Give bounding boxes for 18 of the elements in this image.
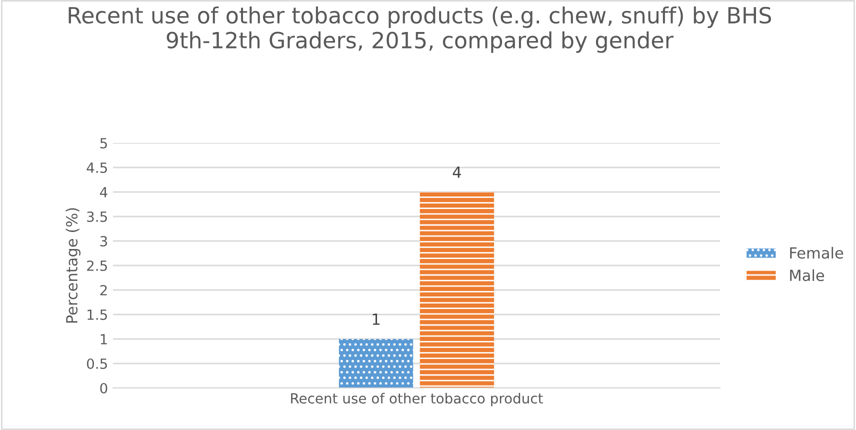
y-tick-label: 3.5 (87, 211, 107, 222)
chart-title: Recent use of other tobacco products (e.g. chew, snuff) by BHS 9th-12th Graders, 2015, compared by gender (68, 6, 772, 53)
y-tick-label: 0 (100, 382, 108, 394)
y-tick-label: 2 (100, 284, 107, 296)
data-label: 1 (372, 314, 380, 325)
y-tick-label: 0.5 (86, 358, 107, 369)
y-tick-label: 5 (100, 138, 107, 148)
legend-label: Male (790, 269, 824, 282)
legend-label: Female (790, 246, 844, 259)
y-tick-label: 1 (100, 334, 107, 344)
y-tick-label: 2.5 (87, 260, 107, 271)
y-tick-label: 3 (100, 236, 108, 246)
x-tick-label: Recent use of other tobacco product (291, 392, 543, 406)
y-tick-label: 4.5 (86, 162, 107, 173)
y-axis-title: Percentage (%) (66, 208, 80, 323)
y-tick-label: 1.5 (88, 310, 107, 320)
data-label: 4 (452, 166, 461, 178)
y-tick-label: 4 (100, 187, 108, 198)
